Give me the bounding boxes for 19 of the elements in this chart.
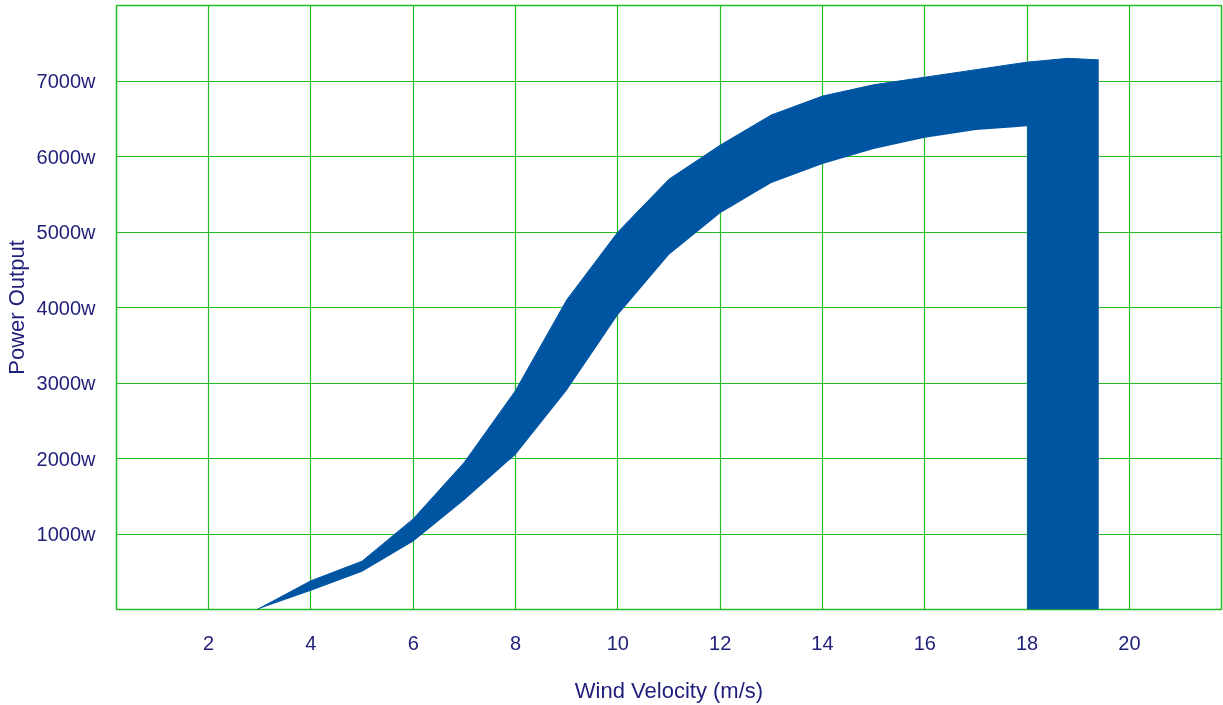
- y-tick-label: 6000w: [36, 145, 97, 168]
- y-axis-title: Power Output: [3, 240, 29, 375]
- x-tick-label: 6: [407, 631, 419, 654]
- x-tick-label: 8: [509, 631, 522, 654]
- y-tick-label: 3000w: [36, 372, 97, 394]
- y-tick-label: 7000w: [36, 70, 97, 92]
- x-tick-label: 20: [1118, 631, 1141, 654]
- x-tick-label: 2: [203, 631, 215, 654]
- y-tick-label: 5000w: [36, 221, 97, 243]
- x-tick-label: 18: [1015, 631, 1039, 654]
- y-tick-label: 4000w: [36, 296, 97, 319]
- x-tick-label: 10: [606, 631, 629, 654]
- x-tick-label: 14: [811, 631, 834, 654]
- x-axis-title: Wind Velocity (m/s): [574, 677, 764, 703]
- x-tick-label: 4: [305, 631, 317, 654]
- x-tick-label: 16: [913, 631, 936, 654]
- y-tick-label: 2000w: [36, 447, 97, 470]
- y-tick-label: 1000w: [36, 523, 97, 545]
- x-tick-label: 12: [709, 631, 732, 654]
